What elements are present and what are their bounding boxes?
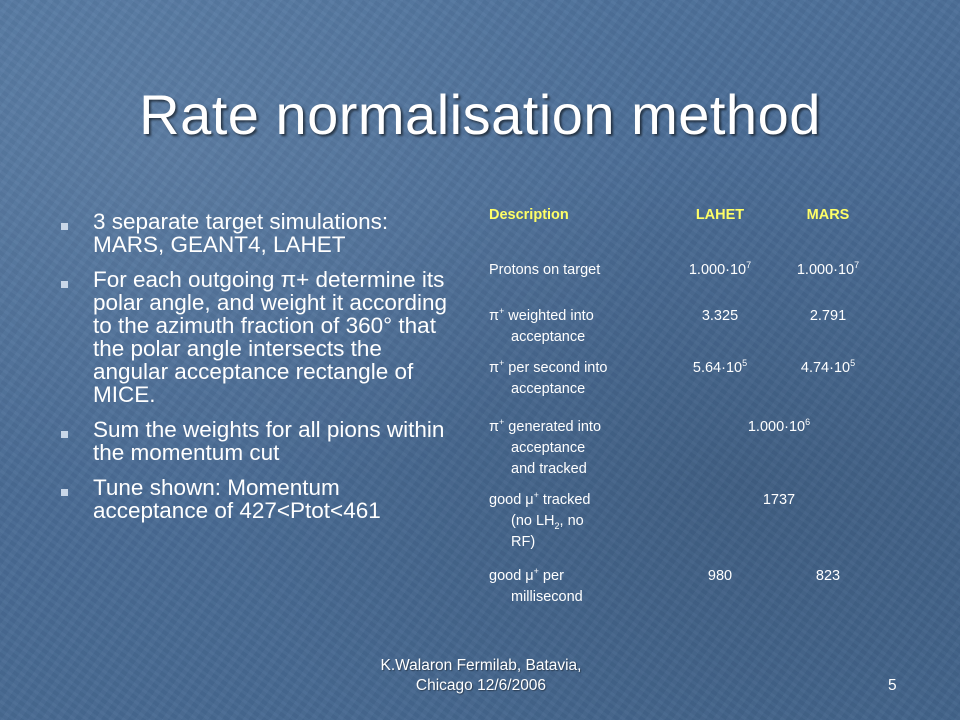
cell-mars: 2.791 — [809, 308, 847, 324]
header-description: Description — [489, 207, 569, 223]
square-bullet-icon — [61, 223, 68, 230]
square-bullet-icon — [61, 281, 68, 288]
row-label: π+ per second into acceptance — [489, 358, 608, 397]
slide-title: Rate normalisation method — [139, 83, 821, 146]
row-label: π+ weighted into acceptance — [489, 306, 594, 345]
header-mars: MARS — [806, 207, 850, 223]
table-row-protons: Protons on target 1.000·107 1.000·107 — [489, 260, 889, 306]
bullet-item: Tune shown: Momentum acceptance of 427<P… — [60, 476, 460, 522]
cell-lahet: 1.000·107 — [688, 260, 752, 278]
page-number: 5 — [888, 677, 897, 694]
square-bullet-icon — [61, 431, 68, 438]
cell-lahet: 980 — [707, 568, 733, 584]
table-row-good-tracked: good μ+ tracked (no LH2, no RF) 1737 — [489, 490, 889, 566]
table-row-per-second: π+ per second into acceptance 5.64·105 4.… — [489, 358, 889, 417]
row-label: good μ+ per millisecond — [489, 566, 583, 605]
bullet-text: 3 separate target simulations: MARS, GEA… — [93, 209, 389, 257]
bullet-item: For each outgoing π+ determine its polar… — [60, 268, 460, 406]
bullet-text: Tune shown: Momentum acceptance of 427<P… — [93, 475, 381, 523]
bullet-list: 3 separate target simulations: MARS, GEA… — [60, 210, 460, 534]
bullet-text: Sum the weights for all pions within the… — [93, 417, 445, 465]
cell-both: 1.000·106 — [747, 417, 811, 435]
footer-line: Chicago 12/6/2006 — [415, 677, 547, 694]
row-label: π+ generated into acceptance and tracked — [489, 417, 602, 477]
cell-mars: 823 — [815, 568, 841, 584]
cell-mars: 1.000·107 — [796, 260, 860, 278]
table-row-weighted: π+ weighted into acceptance 3.325 2.791 — [489, 306, 889, 358]
bullet-item: Sum the weights for all pions within the… — [60, 418, 460, 464]
table-row-good-per-ms: good μ+ per millisecond 980 823 — [489, 566, 889, 610]
cell-mars: 4.74·105 — [800, 358, 856, 376]
cell-lahet: 5.64·105 — [692, 358, 748, 376]
comparison-table: Description LAHET MARS Protons on target… — [489, 205, 889, 610]
bullet-item: 3 separate target simulations: MARS, GEA… — [60, 210, 460, 256]
footer-line: K.Walaron Fermilab, Batavia, — [380, 657, 582, 674]
table-row-generated: π+ generated into acceptance and tracked 1… — [489, 417, 889, 490]
footer-credit: K.Walaron Fermilab, Batavia, Chicago 12/… — [336, 656, 626, 696]
table-header-row: Description LAHET MARS — [489, 205, 889, 260]
cell-both: 1737 — [762, 492, 796, 508]
square-bullet-icon — [61, 489, 68, 496]
header-lahet: LAHET — [695, 207, 745, 223]
row-label: good μ+ tracked (no LH2, no RF) — [489, 490, 591, 550]
row-label: Protons on target — [489, 262, 601, 278]
bullet-text: For each outgoing π+ determine its polar… — [93, 267, 447, 407]
cell-lahet: 3.325 — [701, 308, 739, 324]
